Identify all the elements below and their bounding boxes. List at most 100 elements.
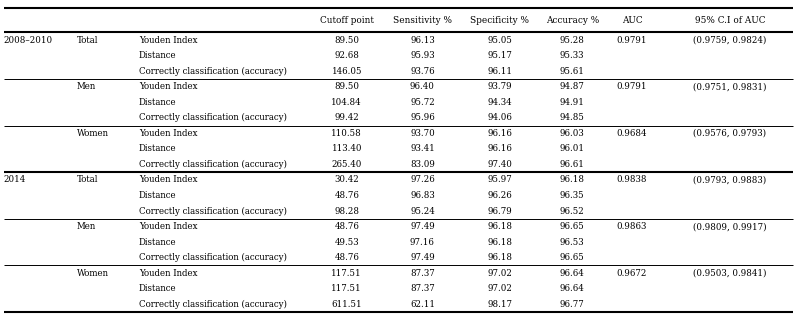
Text: Youden Index: Youden Index <box>139 36 197 45</box>
Text: Youden Index: Youden Index <box>139 82 197 91</box>
Text: Total: Total <box>77 36 98 45</box>
Text: 96.11: 96.11 <box>487 67 512 76</box>
Text: 0.9791: 0.9791 <box>617 82 647 91</box>
Text: 95.24: 95.24 <box>410 206 435 215</box>
Text: 611.51: 611.51 <box>332 300 362 309</box>
Text: 95.61: 95.61 <box>559 67 585 76</box>
Text: Distance: Distance <box>139 284 176 293</box>
Text: 0.9672: 0.9672 <box>617 269 647 278</box>
Text: 96.16: 96.16 <box>487 144 512 153</box>
Text: Youden Index: Youden Index <box>139 129 197 138</box>
Text: 2014: 2014 <box>3 175 26 184</box>
Text: 94.06: 94.06 <box>487 113 512 122</box>
Text: 96.79: 96.79 <box>487 206 512 215</box>
Text: Correctly classification (accuracy): Correctly classification (accuracy) <box>139 300 287 309</box>
Text: 93.76: 93.76 <box>410 67 434 76</box>
Text: 95.93: 95.93 <box>410 51 434 60</box>
Text: 96.18: 96.18 <box>487 222 512 231</box>
Text: 99.42: 99.42 <box>334 113 359 122</box>
Text: 96.52: 96.52 <box>559 206 585 215</box>
Text: 93.79: 93.79 <box>488 82 512 91</box>
Text: 265.40: 265.40 <box>332 160 362 169</box>
Text: 104.84: 104.84 <box>332 98 362 107</box>
Text: Correctly classification (accuracy): Correctly classification (accuracy) <box>139 113 287 122</box>
Text: Sensitivity %: Sensitivity % <box>393 16 452 25</box>
Text: 98.17: 98.17 <box>487 300 512 309</box>
Text: 48.76: 48.76 <box>334 222 359 231</box>
Text: Men: Men <box>77 222 96 231</box>
Text: 96.26: 96.26 <box>487 191 512 200</box>
Text: 96.18: 96.18 <box>487 237 512 246</box>
Text: 96.61: 96.61 <box>559 160 585 169</box>
Text: 97.40: 97.40 <box>487 160 512 169</box>
Text: Youden Index: Youden Index <box>139 269 197 278</box>
Text: 0.9838: 0.9838 <box>617 175 647 184</box>
Text: 146.05: 146.05 <box>332 67 362 76</box>
Text: (0.9751, 0.9831): (0.9751, 0.9831) <box>693 82 767 91</box>
Text: Distance: Distance <box>139 51 176 60</box>
Text: AUC: AUC <box>622 16 642 25</box>
Text: 117.51: 117.51 <box>332 284 362 293</box>
Text: 94.85: 94.85 <box>559 113 585 122</box>
Text: 96.53: 96.53 <box>560 237 584 246</box>
Text: Total: Total <box>77 175 98 184</box>
Text: 95.17: 95.17 <box>487 51 512 60</box>
Text: 96.83: 96.83 <box>410 191 435 200</box>
Text: 97.26: 97.26 <box>410 175 435 184</box>
Text: 48.76: 48.76 <box>334 253 359 262</box>
Text: (0.9759, 0.9824): (0.9759, 0.9824) <box>693 36 767 45</box>
Text: 49.53: 49.53 <box>335 237 359 246</box>
Text: 96.01: 96.01 <box>559 144 585 153</box>
Text: 110.58: 110.58 <box>332 129 362 138</box>
Text: 93.41: 93.41 <box>410 144 435 153</box>
Text: Correctly classification (accuracy): Correctly classification (accuracy) <box>139 253 287 262</box>
Text: Youden Index: Youden Index <box>139 222 197 231</box>
Text: 94.34: 94.34 <box>488 98 512 107</box>
Text: 2008–2010: 2008–2010 <box>3 36 53 45</box>
Text: 48.76: 48.76 <box>334 191 359 200</box>
Text: 96.64: 96.64 <box>559 269 585 278</box>
Text: 96.18: 96.18 <box>559 175 585 184</box>
Text: 96.03: 96.03 <box>559 129 585 138</box>
Text: 96.40: 96.40 <box>410 82 435 91</box>
Text: 95.33: 95.33 <box>560 51 584 60</box>
Text: Men: Men <box>77 82 96 91</box>
Text: 94.91: 94.91 <box>559 98 585 107</box>
Text: 94.87: 94.87 <box>559 82 585 91</box>
Text: Distance: Distance <box>139 98 176 107</box>
Text: 96.64: 96.64 <box>559 284 585 293</box>
Text: Correctly classification (accuracy): Correctly classification (accuracy) <box>139 160 287 169</box>
Text: Correctly classification (accuracy): Correctly classification (accuracy) <box>139 67 287 76</box>
Text: 98.28: 98.28 <box>334 206 359 215</box>
Text: 96.65: 96.65 <box>559 222 585 231</box>
Text: (0.9576, 0.9793): (0.9576, 0.9793) <box>693 129 767 138</box>
Text: 30.42: 30.42 <box>334 175 359 184</box>
Text: 83.09: 83.09 <box>410 160 435 169</box>
Text: 87.37: 87.37 <box>410 284 435 293</box>
Text: Distance: Distance <box>139 144 176 153</box>
Text: Distance: Distance <box>139 191 176 200</box>
Text: Correctly classification (accuracy): Correctly classification (accuracy) <box>139 206 287 215</box>
Text: 96.35: 96.35 <box>560 191 584 200</box>
Text: Distance: Distance <box>139 237 176 246</box>
Text: 62.11: 62.11 <box>410 300 435 309</box>
Text: 95.28: 95.28 <box>559 36 585 45</box>
Text: (0.9793, 0.9883): (0.9793, 0.9883) <box>693 175 767 184</box>
Text: 87.37: 87.37 <box>410 269 435 278</box>
Text: 96.13: 96.13 <box>410 36 435 45</box>
Text: 97.02: 97.02 <box>487 284 512 293</box>
Text: 93.70: 93.70 <box>410 129 435 138</box>
Text: 0.9684: 0.9684 <box>617 129 647 138</box>
Text: 97.49: 97.49 <box>410 222 435 231</box>
Text: 0.9863: 0.9863 <box>617 222 647 231</box>
Text: 96.65: 96.65 <box>559 253 585 262</box>
Text: 95.05: 95.05 <box>487 36 512 45</box>
Text: 95.96: 95.96 <box>410 113 435 122</box>
Text: 95% C.I of AUC: 95% C.I of AUC <box>695 16 765 25</box>
Text: 97.02: 97.02 <box>487 269 512 278</box>
Text: 0.9791: 0.9791 <box>617 36 647 45</box>
Text: Specificity %: Specificity % <box>470 16 529 25</box>
Text: Accuracy %: Accuracy % <box>546 16 599 25</box>
Text: 89.50: 89.50 <box>334 36 359 45</box>
Text: Women: Women <box>77 269 108 278</box>
